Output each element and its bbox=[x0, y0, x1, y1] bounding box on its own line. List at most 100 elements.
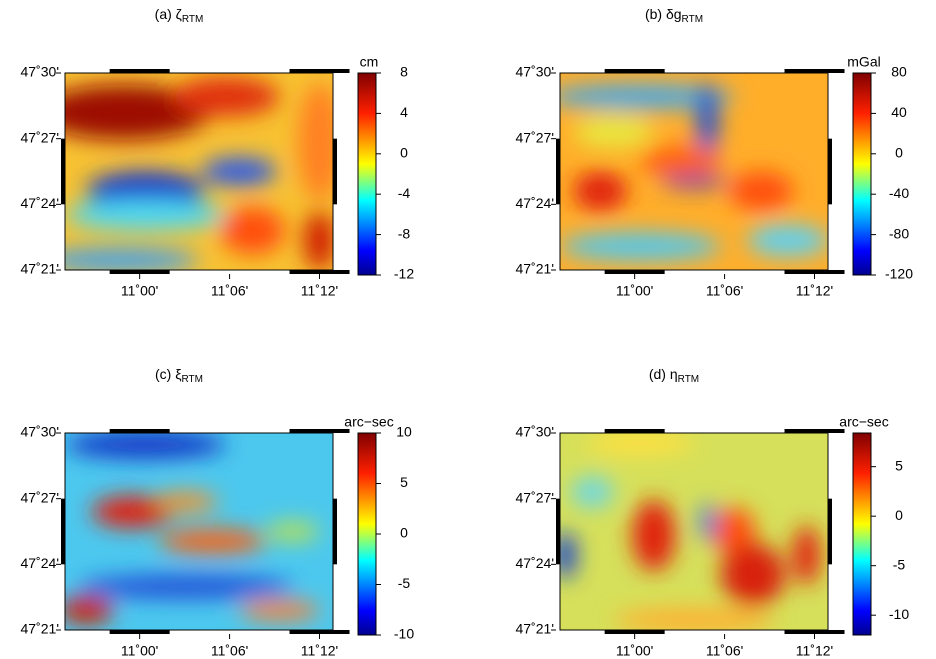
frame-bar bbox=[289, 69, 350, 73]
colorbar-tick-label: -40 bbox=[889, 185, 909, 201]
colorbar-label: arc−sec bbox=[344, 414, 393, 430]
field-blob bbox=[298, 82, 333, 202]
colorbar-tick-label: -10 bbox=[889, 606, 909, 622]
field-blob bbox=[560, 84, 735, 109]
field-bg bbox=[560, 433, 828, 630]
frame-bar bbox=[333, 498, 337, 565]
field-blob bbox=[153, 492, 218, 512]
colorbar-tick-label: -80 bbox=[889, 225, 909, 241]
colorbar bbox=[852, 72, 872, 276]
map-field bbox=[65, 73, 333, 270]
frame-bar bbox=[784, 429, 845, 433]
colorbar-tick-label: 4 bbox=[400, 104, 408, 120]
title-subscript: RTM bbox=[678, 374, 699, 385]
y-tick-label: 47˚21' bbox=[21, 621, 59, 637]
colorbar-label: arc−sec bbox=[839, 414, 888, 430]
title-subscript: RTM bbox=[682, 14, 703, 25]
panel-title: (a) ζRTM bbox=[155, 6, 204, 25]
y-tick-label: 47˚30' bbox=[21, 64, 59, 80]
field-blob bbox=[172, 76, 280, 117]
y-tick-label: 47˚21' bbox=[516, 261, 554, 277]
x-tick-label: 11˚06' bbox=[211, 643, 248, 659]
x-tick-label: 11˚00' bbox=[616, 283, 653, 299]
field-blobs bbox=[560, 433, 820, 630]
title-text: (d) η bbox=[649, 366, 678, 382]
y-tick-label: 47˚21' bbox=[516, 621, 554, 637]
y-tick-label: 47˚30' bbox=[516, 64, 554, 80]
frame-bar bbox=[61, 138, 65, 205]
map-field bbox=[560, 73, 828, 270]
frame-bar bbox=[109, 630, 170, 634]
frame-bar bbox=[289, 630, 350, 634]
colorbar-tick-label: 0 bbox=[895, 145, 903, 161]
panel-title: (c) ξRTM bbox=[155, 366, 203, 385]
y-tick-label: 47˚24' bbox=[21, 555, 59, 571]
colorbar-tick-label: 40 bbox=[891, 104, 907, 120]
frame-bar bbox=[784, 270, 845, 274]
x-tick-label: 11˚00' bbox=[616, 643, 653, 659]
title-text: (c) ξ bbox=[155, 366, 181, 382]
field-blob bbox=[747, 224, 828, 257]
colorbar bbox=[357, 432, 377, 636]
field-blob bbox=[661, 175, 727, 188]
frame-bar bbox=[556, 138, 560, 205]
x-tick-label: 11˚06' bbox=[211, 283, 248, 299]
y-tick-label: 47˚24' bbox=[516, 555, 554, 571]
field-blob bbox=[560, 531, 577, 579]
field-blob bbox=[720, 543, 786, 607]
frame-bar bbox=[289, 270, 350, 274]
map-field bbox=[65, 433, 333, 630]
map-field bbox=[560, 433, 828, 630]
y-tick-label: 47˚24' bbox=[516, 195, 554, 211]
field-blob bbox=[239, 600, 320, 621]
colorbar-tick-label: -5 bbox=[398, 575, 411, 591]
x-tick-label: 11˚12' bbox=[796, 643, 833, 659]
colorbar-label: cm bbox=[360, 54, 379, 70]
field-blob bbox=[303, 210, 333, 270]
field-blob bbox=[573, 116, 654, 148]
title-text: (b) δg bbox=[645, 6, 682, 22]
colorbar-tick-label: -10 bbox=[394, 626, 414, 642]
title-subscript: RTM bbox=[182, 14, 203, 25]
field-blob bbox=[91, 496, 173, 528]
field-blob bbox=[220, 206, 285, 255]
field-blob bbox=[65, 433, 226, 459]
frame-bar bbox=[333, 138, 337, 205]
y-tick-label: 47˚27' bbox=[516, 489, 554, 505]
frame-bar bbox=[109, 429, 170, 433]
field-blob bbox=[632, 499, 676, 571]
frame-bar bbox=[828, 498, 832, 565]
field-blob bbox=[712, 507, 756, 556]
field-blob bbox=[560, 232, 721, 261]
frame-bar bbox=[828, 138, 832, 205]
field-blob bbox=[158, 529, 266, 554]
x-tick-label: 11˚00' bbox=[121, 643, 158, 659]
colorbar-tick-label: 0 bbox=[400, 145, 408, 161]
field-blob bbox=[793, 525, 820, 585]
frame-bar bbox=[289, 429, 350, 433]
field-blob bbox=[201, 157, 277, 186]
colorbar-tick-label: 80 bbox=[891, 64, 907, 80]
field-blobs bbox=[560, 82, 828, 261]
x-tick-label: 11˚06' bbox=[706, 643, 743, 659]
colorbar bbox=[357, 72, 377, 276]
y-tick-label: 47˚27' bbox=[516, 129, 554, 145]
field-blobs bbox=[65, 433, 320, 625]
field-blob bbox=[65, 199, 226, 231]
frame-bar bbox=[604, 69, 665, 73]
x-tick-label: 11˚00' bbox=[121, 283, 158, 299]
frame-bar bbox=[784, 69, 845, 73]
field-blob bbox=[65, 596, 114, 625]
frame-bar bbox=[556, 498, 560, 565]
field-blob bbox=[613, 608, 775, 630]
y-tick-label: 47˚24' bbox=[21, 195, 59, 211]
field-blob bbox=[78, 574, 293, 599]
frame-bar bbox=[784, 630, 845, 634]
panel-title: (d) ηRTM bbox=[649, 366, 699, 385]
colorbar-tick-label: 5 bbox=[895, 457, 903, 473]
frame-bar bbox=[109, 270, 170, 274]
x-tick-label: 11˚12' bbox=[796, 283, 833, 299]
colorbar-tick-label: 0 bbox=[895, 507, 903, 523]
colorbar-tick-label: -120 bbox=[885, 266, 913, 282]
